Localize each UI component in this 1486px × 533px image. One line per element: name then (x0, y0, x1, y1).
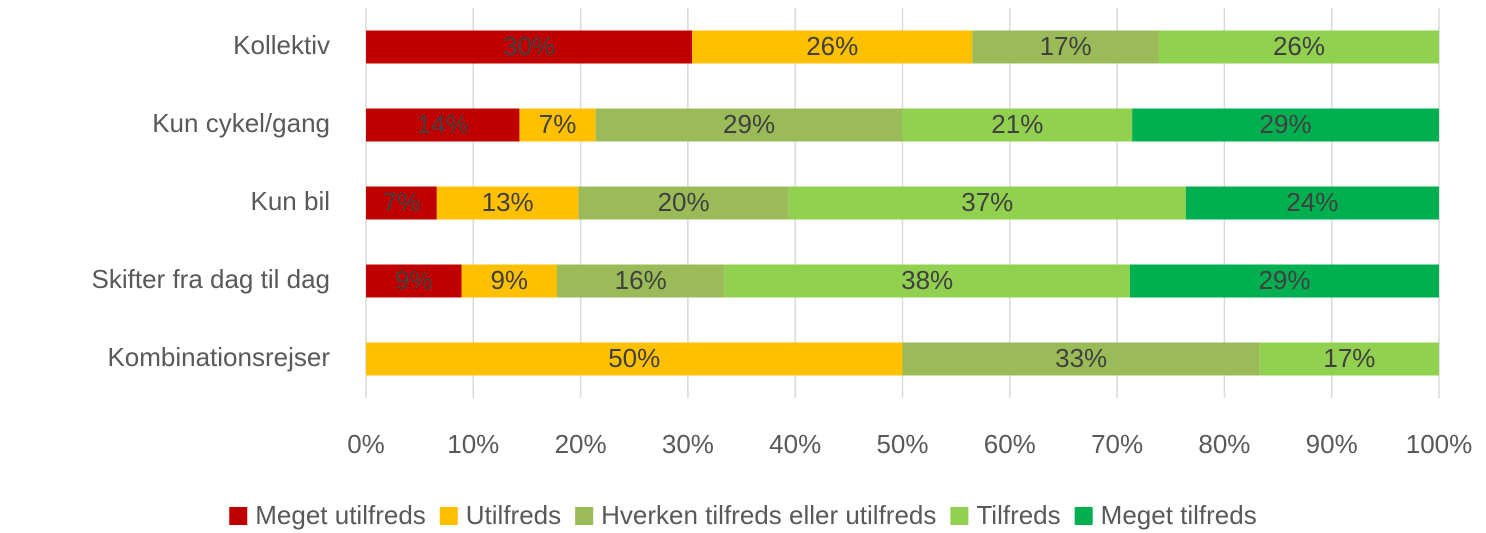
y-tick-label: Kollektiv (233, 30, 330, 60)
data-label: 30% (503, 31, 555, 61)
x-tick-label: 90% (1306, 429, 1358, 459)
bar-segment (436, 186, 579, 220)
data-label: 29% (1258, 265, 1310, 295)
data-label: 24% (1286, 187, 1338, 217)
x-tick-label: 40% (769, 429, 821, 459)
bar-segment (366, 30, 693, 64)
bar-segment (556, 264, 725, 298)
legend-swatch (575, 507, 594, 525)
legend-swatch (439, 507, 458, 525)
x-tick-label: 30% (662, 429, 714, 459)
data-label: 17% (1040, 31, 1092, 61)
data-label: 14% (417, 109, 469, 139)
data-label: 16% (615, 265, 667, 295)
data-label: 13% (482, 187, 534, 217)
data-label: 7% (539, 109, 577, 139)
y-tick-label: Kun bil (251, 186, 331, 216)
bar-segment (595, 108, 903, 142)
data-label: 17% (1323, 343, 1375, 373)
data-label: 33% (1055, 343, 1107, 373)
y-tick-label: Skifter fra dag til dag (92, 264, 330, 294)
data-label: 38% (901, 265, 953, 295)
legend-swatch (229, 507, 248, 525)
legend-label: Meget tilfreds (1101, 500, 1257, 530)
data-label: 29% (723, 109, 775, 139)
bar-segment (788, 186, 1186, 220)
bar-segment (366, 342, 903, 376)
bar-segment (902, 342, 1260, 376)
data-label: 9% (395, 265, 433, 295)
bar-segment (519, 108, 596, 142)
legend-label: Utilfreds (466, 500, 561, 530)
bar-segment (902, 108, 1133, 142)
x-tick-label: 80% (1198, 429, 1250, 459)
data-label: 26% (1273, 31, 1325, 61)
data-label: 26% (806, 31, 858, 61)
data-label: 9% (490, 265, 528, 295)
x-tick-label: 0% (347, 429, 385, 459)
data-label: 50% (608, 343, 660, 373)
bar-segment (1185, 186, 1439, 220)
bar-segment (692, 30, 973, 64)
data-label: 37% (961, 187, 1013, 217)
bar-segment (972, 30, 1159, 64)
data-label: 7% (383, 187, 421, 217)
bar-segment (1132, 108, 1439, 142)
bar-segment (366, 186, 437, 220)
y-tick-label: Kombinationsrejser (107, 342, 330, 372)
legend-label: Hverken tilfreds eller utilfreds (601, 500, 936, 530)
x-tick-label: 70% (1091, 429, 1143, 459)
bar-segment (578, 186, 789, 220)
legend-swatch (950, 507, 969, 525)
legend-label: Meget utilfreds (255, 500, 426, 530)
legend-label: Tilfreds (976, 500, 1060, 530)
bar-segment (366, 264, 462, 298)
bar-segment (1158, 30, 1439, 64)
legend-swatch (1074, 507, 1093, 525)
bar-segment (461, 264, 557, 298)
bar-segment (1259, 342, 1439, 376)
y-tick-label: Kun cykel/gang (152, 108, 330, 138)
x-tick-label: 10% (447, 429, 499, 459)
data-label: 21% (991, 109, 1043, 139)
bar-segment (366, 108, 520, 142)
x-tick-label: 100% (1406, 429, 1473, 459)
x-tick-label: 60% (984, 429, 1036, 459)
data-label: 29% (1260, 109, 1312, 139)
bar-segment (1129, 264, 1439, 298)
x-tick-label: 50% (876, 429, 928, 459)
bar-segment (724, 264, 1130, 298)
x-tick-label: 20% (555, 429, 607, 459)
data-label: 20% (658, 187, 710, 217)
